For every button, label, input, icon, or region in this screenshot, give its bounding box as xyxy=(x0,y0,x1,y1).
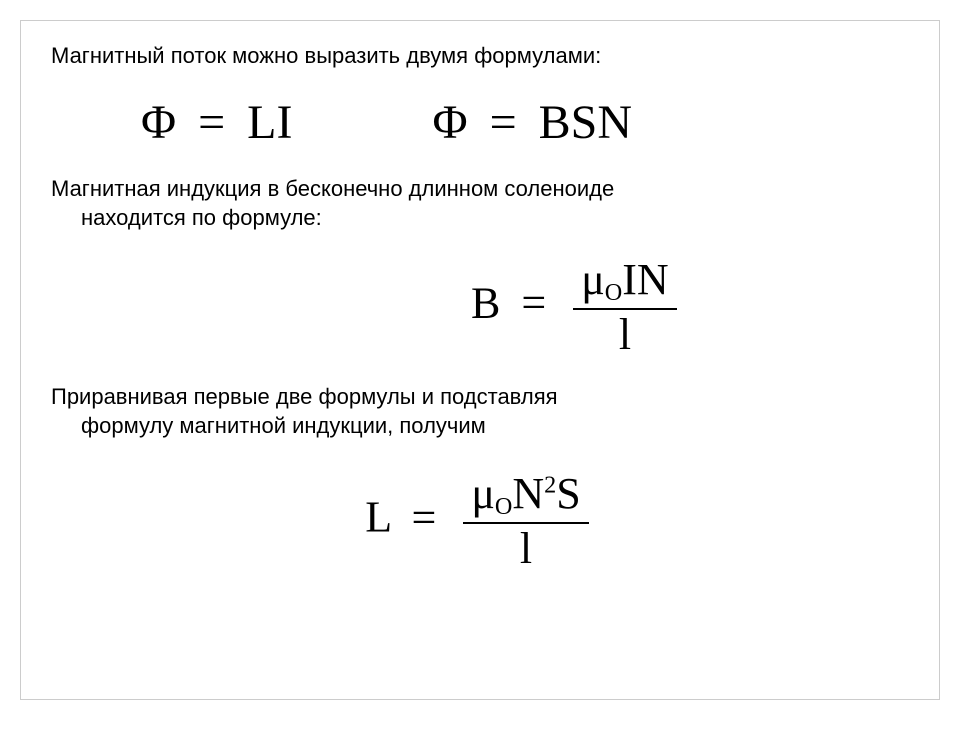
formula-b-solenoid: B = μOIN l xyxy=(471,257,683,358)
f3-lhs: B xyxy=(471,278,500,327)
f4-mu-sub: O xyxy=(495,493,512,520)
f3-numerator: μOIN xyxy=(573,257,677,309)
formula-row-2: B = μOIN l xyxy=(51,257,909,358)
f4-fraction: μON2S l xyxy=(463,471,588,572)
f4-N: N xyxy=(512,469,544,518)
f3-mu-sub: O xyxy=(605,279,622,306)
f3-fraction: μOIN l xyxy=(573,257,677,358)
formula-phi-bsn: Φ = BSN xyxy=(432,95,632,150)
paragraph-2-line2: находится по формуле: xyxy=(51,203,909,233)
slide-frame: Магнитный поток можно выразить двумя фор… xyxy=(20,20,940,700)
f1-lhs: Φ xyxy=(141,96,176,149)
paragraph-3-line1: Приравнивая первые две формулы и подстав… xyxy=(51,382,909,412)
f3-IN: IN xyxy=(622,255,668,304)
f4-lhs: L xyxy=(365,493,390,542)
f4-numerator: μON2S xyxy=(463,471,588,523)
formula-row-3: L = μON2S l xyxy=(51,471,909,572)
f4-N-sup: 2 xyxy=(544,471,556,498)
formula-l-inductance: L = μON2S l xyxy=(365,471,595,572)
f3-denominator: l xyxy=(573,310,677,358)
f4-S: S xyxy=(556,469,580,518)
f3-eq: = xyxy=(521,278,546,327)
f2-rhs: BSN xyxy=(539,96,632,149)
formula-row-1: Φ = LI Φ = BSN xyxy=(51,95,909,150)
f1-eq: = xyxy=(198,96,225,149)
f2-lhs: Φ xyxy=(432,96,467,149)
f2-eq: = xyxy=(490,96,517,149)
paragraph-3-line2: формулу магнитной индукции, получим xyxy=(51,411,909,441)
f3-mu: μ xyxy=(581,255,605,304)
paragraph-2-line1: Магнитная индукция в бесконечно длинном … xyxy=(51,174,909,204)
formula-phi-li: Φ = LI xyxy=(141,95,292,150)
paragraph-1: Магнитный поток можно выразить двумя фор… xyxy=(51,41,909,71)
f4-eq: = xyxy=(412,493,437,542)
f1-rhs: LI xyxy=(247,96,292,149)
f4-denominator: l xyxy=(463,524,588,572)
f4-mu: μ xyxy=(471,469,495,518)
